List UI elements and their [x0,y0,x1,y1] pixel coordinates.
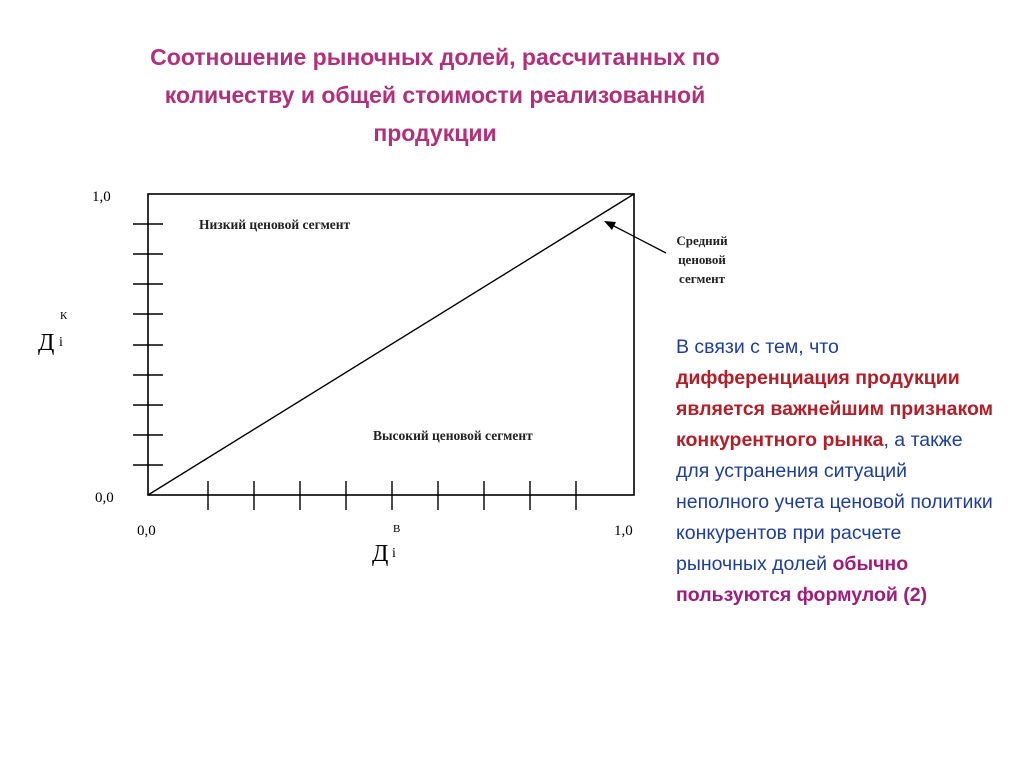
x-axis-ticks [207,481,577,510]
low-segment-label: Низкий ценовой сегмент [199,217,351,232]
para-text-1: В связи с тем, что [676,336,839,358]
y-axis-ticks [133,223,163,466]
x-axis-superscript: В [393,523,400,535]
title-line-2: количеству и общей стоимости реализованн… [164,82,706,108]
diagonal-line [147,193,635,496]
y-max-label: 1,0 [92,189,111,205]
middle-segment-label-line2: ценовой [678,252,726,267]
high-segment-label: Высокий ценовой сегмент [373,428,533,443]
y-axis-superscript: К [60,310,68,322]
x-axis-symbol: Д [372,541,388,567]
para-emphasis-magenta: обычно пользуются формулой (2) [676,553,928,606]
para-text-2: , а также для устранения ситуаций неполн… [676,429,993,575]
explanation-paragraph: В связи с тем, что дифференциация продук… [676,332,996,611]
slide-title: Соотношение рыночных долей, рассчитанных… [60,38,810,152]
pointer-arrow-line [611,224,667,254]
y-axis-subscript: i [59,335,63,350]
y-axis-symbol: Д [38,330,54,356]
pointer-arrow-head [604,221,616,230]
title-line-1: Соотношение рыночных долей, рассчитанных… [150,44,720,70]
middle-segment-label-line1: Средний [676,233,728,248]
x-axis-subscript: i [392,546,396,561]
y-min-label: 0,0 [95,490,114,506]
x-max-label: 1,0 [614,523,633,539]
para-emphasis-red: дифференциация продукции является важней… [676,367,994,451]
x-min-label: 0,0 [137,523,156,539]
title-line-3: продукции [373,120,497,146]
middle-segment-label-line3: сегмент [679,271,726,286]
